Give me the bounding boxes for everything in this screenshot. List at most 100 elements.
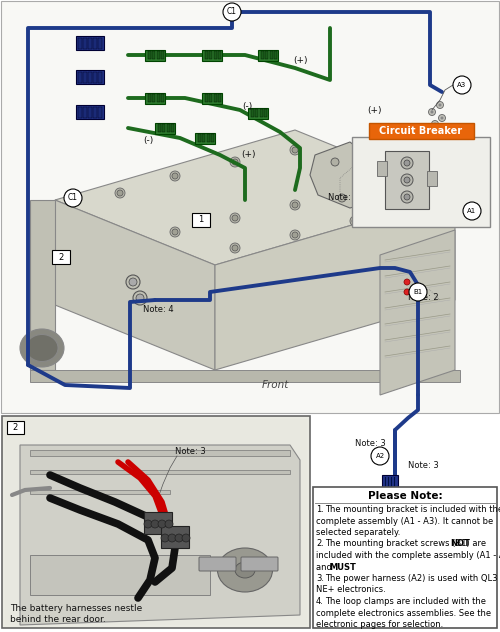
Bar: [211, 134, 214, 142]
Circle shape: [432, 121, 438, 128]
Bar: [385, 151, 429, 209]
Bar: [202, 49, 222, 61]
Polygon shape: [380, 230, 455, 395]
Bar: [145, 49, 165, 61]
Text: C1: C1: [227, 8, 237, 16]
Bar: [161, 94, 164, 102]
Bar: [209, 51, 212, 59]
Bar: [258, 49, 278, 61]
Bar: [204, 51, 208, 59]
Bar: [156, 51, 160, 59]
Bar: [214, 94, 216, 102]
Text: 4.: 4.: [316, 597, 324, 606]
Circle shape: [352, 218, 358, 224]
Bar: [88, 37, 92, 49]
Circle shape: [136, 294, 144, 302]
Text: 2: 2: [13, 423, 18, 432]
Bar: [162, 124, 165, 132]
Bar: [218, 51, 221, 59]
Circle shape: [172, 173, 178, 179]
Text: A2: A2: [376, 453, 384, 459]
Circle shape: [463, 202, 481, 220]
Circle shape: [436, 102, 444, 109]
Bar: [152, 51, 155, 59]
Circle shape: [230, 157, 240, 167]
Polygon shape: [55, 200, 215, 370]
Circle shape: [438, 114, 446, 121]
Bar: [158, 124, 160, 132]
Bar: [248, 107, 268, 119]
Circle shape: [338, 194, 346, 202]
Bar: [88, 71, 92, 83]
Text: (-): (-): [242, 102, 252, 111]
Text: A3: A3: [458, 82, 466, 88]
Circle shape: [428, 109, 436, 116]
Bar: [313, 487, 497, 628]
Text: (+): (+): [368, 106, 382, 114]
Text: Please Note:: Please Note:: [368, 491, 442, 501]
Bar: [166, 124, 170, 132]
Bar: [98, 37, 102, 49]
Bar: [260, 51, 264, 59]
Bar: [93, 71, 97, 83]
Circle shape: [165, 520, 173, 528]
Text: electronic pages for selection.: electronic pages for selection.: [316, 620, 444, 629]
Circle shape: [151, 520, 159, 528]
Bar: [98, 71, 102, 83]
Circle shape: [158, 520, 166, 528]
Text: complete assembly (A1 - A3). It cannot be: complete assembly (A1 - A3). It cannot b…: [316, 516, 493, 525]
Bar: [264, 109, 267, 117]
FancyBboxPatch shape: [199, 557, 236, 571]
Bar: [198, 134, 200, 142]
Polygon shape: [55, 130, 455, 265]
Circle shape: [290, 230, 300, 240]
Circle shape: [126, 275, 140, 289]
Bar: [144, 512, 172, 534]
Text: behind the rear door.: behind the rear door.: [10, 615, 106, 624]
FancyBboxPatch shape: [241, 557, 278, 571]
Ellipse shape: [218, 548, 272, 592]
Bar: [377, 161, 387, 176]
Text: (-): (-): [387, 171, 397, 179]
Text: 2: 2: [58, 253, 64, 262]
Circle shape: [170, 171, 180, 181]
Bar: [260, 109, 262, 117]
Text: Circuit Breaker: Circuit Breaker: [380, 126, 462, 136]
Circle shape: [115, 188, 125, 198]
Text: MUST: MUST: [330, 562, 356, 571]
Bar: [78, 71, 82, 83]
Circle shape: [129, 278, 137, 286]
Polygon shape: [310, 142, 378, 208]
Text: The battery harnesses nestle: The battery harnesses nestle: [10, 604, 142, 613]
Bar: [52, 250, 70, 264]
Circle shape: [430, 111, 434, 114]
Bar: [148, 94, 150, 102]
Bar: [83, 37, 87, 49]
Text: Note: 3: Note: 3: [354, 439, 386, 447]
Text: complete electronics assemblies. See the: complete electronics assemblies. See the: [316, 609, 491, 617]
Circle shape: [232, 215, 238, 221]
Ellipse shape: [235, 562, 255, 578]
Circle shape: [290, 145, 300, 155]
Bar: [255, 109, 258, 117]
Bar: [76, 70, 104, 84]
Bar: [382, 475, 398, 503]
Circle shape: [230, 213, 240, 223]
Polygon shape: [30, 200, 55, 370]
Circle shape: [404, 177, 410, 183]
Circle shape: [292, 147, 298, 153]
Bar: [83, 71, 87, 83]
Bar: [76, 36, 104, 50]
Text: 1.: 1.: [316, 505, 324, 514]
Bar: [5, 419, 307, 625]
Text: Note: 2: Note: 2: [408, 293, 438, 301]
Circle shape: [292, 202, 298, 208]
Text: and: and: [316, 562, 334, 571]
Bar: [30, 555, 210, 595]
Circle shape: [350, 185, 360, 195]
Circle shape: [438, 104, 442, 107]
Bar: [250, 109, 254, 117]
Bar: [83, 107, 87, 118]
Circle shape: [172, 229, 178, 235]
Circle shape: [434, 123, 436, 126]
